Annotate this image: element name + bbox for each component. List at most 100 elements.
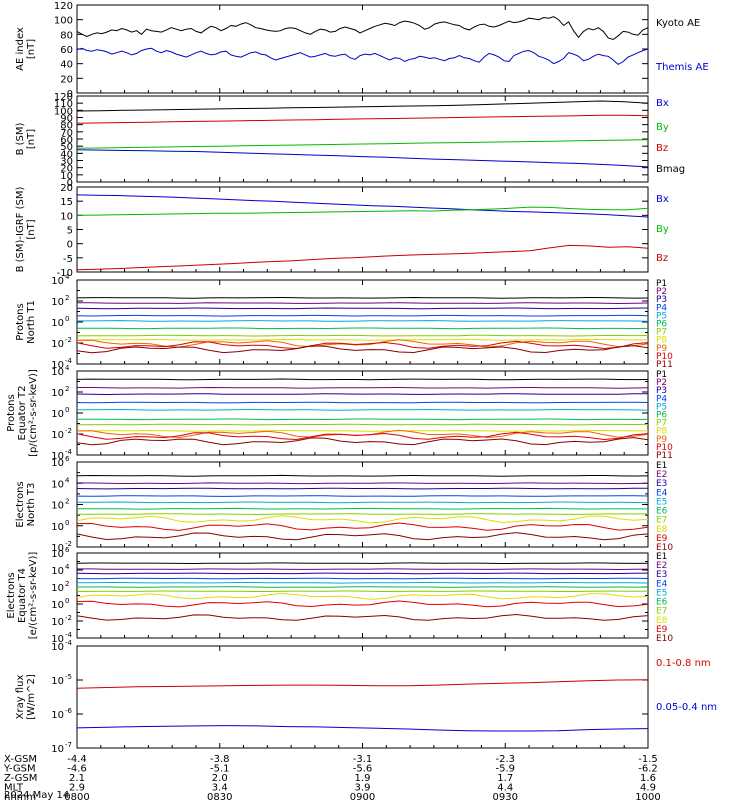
series-line-by: [76, 139, 649, 149]
series-line-p1: [76, 296, 649, 299]
y-tick-label: 10: [51, 318, 64, 329]
y-tick-exponent: -4: [65, 639, 73, 647]
ephemeris-value: -5.1: [210, 764, 230, 775]
y-tick-exponent: 0: [65, 315, 69, 323]
y-axis-label: B (SM)-IGRF (SM)[nT]: [15, 187, 37, 273]
y-tick-label: 10: [51, 367, 64, 378]
y-tick-label: -10: [57, 268, 73, 279]
ephemeris-row-label: Z-GSM: [4, 773, 37, 784]
legend-label: P3: [656, 386, 667, 396]
ephemeris-row-label: Y-GSM: [3, 764, 36, 775]
legend-label: P11: [656, 451, 673, 461]
series-line-p2: [77, 302, 649, 305]
y-tick-exponent: -2: [65, 336, 72, 344]
y-tick-label: 10: [51, 744, 64, 755]
y-tick-label: 20: [60, 183, 73, 194]
legend-label: E10: [656, 543, 673, 553]
ephemeris-row-label: hhmm: [4, 792, 36, 800]
legend-label: E4: [656, 579, 668, 589]
legend-label: Bz: [656, 253, 668, 264]
y-tick-label: 10: [51, 409, 64, 420]
series-line-p7: [76, 423, 649, 426]
y-tick-label: 0: [67, 178, 73, 189]
y-tick-exponent: -2: [65, 540, 72, 548]
series-line-p8: [76, 429, 648, 432]
y-tick-exponent: -7: [65, 741, 72, 749]
y-tick-label: 40: [60, 149, 73, 160]
ephemeris-value: -4.6: [67, 764, 87, 775]
series-line-p10: [76, 431, 649, 441]
legend-label: Bx: [656, 194, 669, 205]
series-line-p9: [76, 339, 649, 348]
y-tick-label: 100: [54, 16, 73, 27]
series-line-p6: [77, 327, 649, 330]
y-tick-label: 10: [51, 451, 64, 462]
series-line-p4: [76, 314, 649, 317]
y-axis-label-line: B (SM)-IGRF (SM): [15, 187, 26, 273]
legend-label: P4: [656, 303, 667, 313]
y-tick-exponent: 0: [65, 406, 69, 414]
series-line-e4: [76, 495, 649, 497]
ephemeris-value: -5.9: [495, 764, 515, 775]
ephemeris-value: 0830: [207, 792, 232, 800]
series-line-p3: [76, 393, 648, 396]
y-tick-label: 60: [60, 135, 73, 146]
ephemeris-value: 2.1: [69, 773, 85, 784]
series-line-e2: [76, 482, 649, 485]
y-tick-exponent: -4: [65, 448, 73, 456]
y-tick-exponent: 4: [65, 563, 70, 571]
series-line-e6: [77, 586, 648, 588]
legend-label: E6: [656, 507, 668, 517]
y-tick-label: 10: [51, 583, 64, 594]
legend-label: P2: [656, 287, 667, 297]
legend-label: E8: [656, 616, 668, 626]
y-axis-label-line: Protons: [15, 303, 26, 340]
series-line-p6: [77, 418, 649, 421]
y-tick-exponent: 6: [65, 455, 70, 463]
panel-frame: [76, 4, 649, 94]
legend-label: E5: [656, 497, 667, 507]
legend-label: P9: [656, 344, 667, 354]
ephemeris-value: -6.2: [638, 764, 658, 775]
legend-label: P1: [656, 370, 667, 380]
panel-3: -10 -5 0 5 10 15 20 B (SM)-IGRF (SM)[nT] Bx By Bz: [15, 183, 669, 279]
y-tick-label: 10: [51, 276, 64, 287]
legend-label: P2: [656, 378, 667, 388]
y-tick-label: 10: [60, 211, 73, 222]
y-tick-label: 70: [60, 128, 73, 139]
legend-label: P8: [656, 427, 667, 437]
y-tick-label: 10: [51, 522, 64, 533]
legend-label: Bmag: [656, 164, 685, 175]
series-line-p4: [76, 401, 649, 404]
y-tick-exponent: -4: [65, 357, 73, 365]
y-tick-exponent: -5: [65, 673, 72, 681]
y-tick-label: 10: [51, 543, 64, 554]
y-tick-label: 10: [51, 501, 64, 512]
ephemeris-row-label: X-GSM: [4, 754, 37, 765]
series-line-e1: [76, 474, 649, 477]
y-tick-label: 0: [67, 240, 73, 251]
panel-1: 0 20 40 60 80 100 120 AE index[nT] Kyoto AE Themi…: [15, 1, 709, 100]
series-line-e5: [77, 581, 649, 584]
ephemeris-value: 1.9: [355, 773, 371, 784]
series-line-bz: [76, 114, 649, 124]
legend-label: P5: [656, 402, 667, 412]
y-tick-label: 10: [51, 388, 64, 399]
y-axis-label-line: [nT]: [26, 39, 37, 59]
y-tick-label: 10: [51, 430, 64, 441]
ephemeris-value: -3.1: [353, 754, 373, 765]
legend-label: Bx: [656, 98, 669, 109]
ephemeris-value: 4.9: [640, 783, 656, 794]
series-line-e7: [76, 590, 649, 593]
legend-label: P10: [656, 352, 673, 362]
y-axis-label-line: Xray flux: [15, 675, 26, 720]
y-tick-exponent: 2: [65, 385, 69, 393]
series-line-e10: [76, 532, 649, 541]
y-axis-label-line: [nT]: [26, 219, 37, 239]
y-axis-label: ProtonsEquator T2[p/(cm²-s-sr-keV)]: [6, 369, 39, 457]
panel-frame: [76, 552, 649, 639]
y-tick-label: 10: [51, 617, 64, 628]
y-axis-label-line: [W/m^2]: [26, 674, 37, 720]
